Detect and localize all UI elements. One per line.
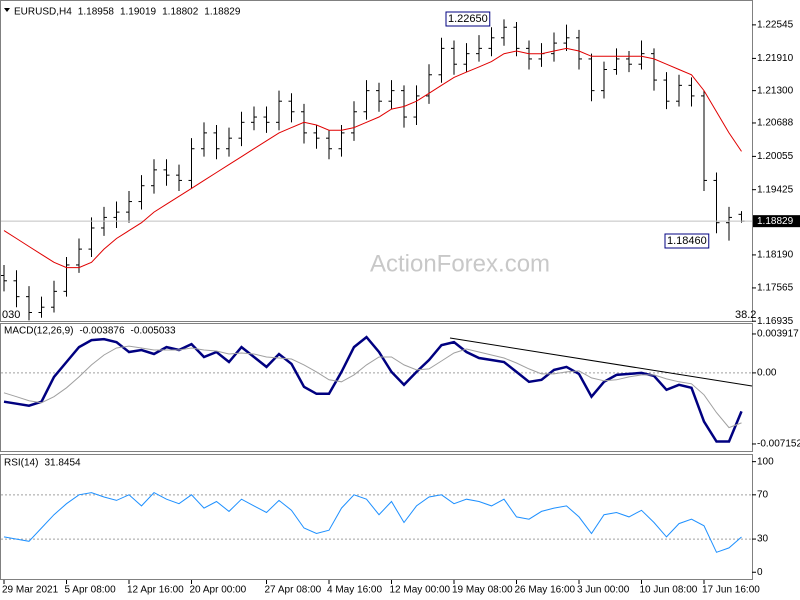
header-value: -0.003876 bbox=[79, 326, 124, 337]
header-value: 31.8454 bbox=[44, 458, 81, 469]
y-tick-label: 1.18190 bbox=[757, 250, 794, 261]
series-line bbox=[3, 491, 742, 553]
x-tick-label: 12 Apr 16:00 bbox=[127, 585, 184, 596]
rsi-pane bbox=[0, 454, 753, 580]
watermark: ActionForex.com bbox=[370, 250, 550, 277]
x-tick-label: 3 Jun 00:00 bbox=[577, 585, 630, 596]
macd-pane bbox=[0, 323, 753, 452]
annotation-box bbox=[664, 233, 710, 249]
y-tick-label: 0.003917 bbox=[757, 329, 799, 340]
plot-layer: EURUSD,H4 1.18958 1.19019 1.18802 1.18829 1.2… bbox=[1, 7, 800, 596]
series-line bbox=[3, 345, 742, 429]
y-tick-label: 0 bbox=[757, 567, 763, 578]
annotation: 030 bbox=[2, 309, 20, 321]
header-low: 1.18802 bbox=[162, 7, 199, 18]
annotation: 1.22650 bbox=[448, 13, 488, 25]
pane-title: MACD(12,26,9) bbox=[4, 326, 73, 337]
y-tick-label: 30 bbox=[757, 534, 769, 545]
x-tick-label: 29 Mar 2021 bbox=[2, 585, 59, 596]
x-tick-label: 19 May 08:00 bbox=[452, 585, 513, 596]
annotation: 38.2 bbox=[735, 309, 756, 321]
x-tick-label: 12 May 00:00 bbox=[390, 585, 451, 596]
pane-title: RSI(14) bbox=[4, 458, 38, 469]
series-line bbox=[3, 335, 743, 443]
y-tick-label: 0.00 bbox=[757, 368, 777, 379]
header-close: 1.18829 bbox=[204, 7, 241, 18]
annotation: 1.18460 bbox=[667, 235, 707, 247]
x-tick-label: 20 Apr 00:00 bbox=[190, 585, 247, 596]
x-tick-label: 26 May 16:00 bbox=[515, 585, 576, 596]
series-line bbox=[3, 47, 742, 269]
price-label: 1.18829 bbox=[757, 216, 794, 227]
x-tick-label: 5 Apr 08:00 bbox=[65, 585, 117, 596]
y-tick-label: 1.16935 bbox=[757, 316, 794, 327]
x-tick-label: 17 Jun 16:00 bbox=[702, 585, 760, 596]
y-tick-label: 1.20688 bbox=[757, 118, 794, 129]
symbol-icon bbox=[4, 8, 10, 12]
y-tick-label: 1.17565 bbox=[757, 283, 794, 294]
price-pane bbox=[0, 0, 753, 322]
y-tick-label: 1.19425 bbox=[757, 184, 794, 195]
x-tick-label: 4 May 16:00 bbox=[327, 585, 382, 596]
header-open: 1.18958 bbox=[78, 7, 115, 18]
pane-title: EURUSD,H4 bbox=[14, 7, 72, 18]
trend-line bbox=[449, 337, 753, 387]
x-tick-label: 10 Jun 08:00 bbox=[640, 585, 698, 596]
y-tick-label: 100 bbox=[757, 456, 774, 467]
y-tick-label: 1.21300 bbox=[757, 85, 794, 96]
y-tick-label: 1.20055 bbox=[757, 151, 794, 162]
y-tick-label: 1.21910 bbox=[757, 53, 794, 64]
annotation-box bbox=[445, 11, 491, 27]
y-tick-label: -0.007152 bbox=[757, 439, 800, 450]
header-value: -0.005033 bbox=[131, 326, 176, 337]
header-high: 1.19019 bbox=[120, 7, 157, 18]
price-label-box bbox=[753, 215, 800, 228]
y-tick-label: 1.22545 bbox=[757, 20, 794, 31]
x-tick-label: 27 Apr 08:00 bbox=[265, 585, 322, 596]
y-tick-label: 70 bbox=[757, 489, 769, 500]
